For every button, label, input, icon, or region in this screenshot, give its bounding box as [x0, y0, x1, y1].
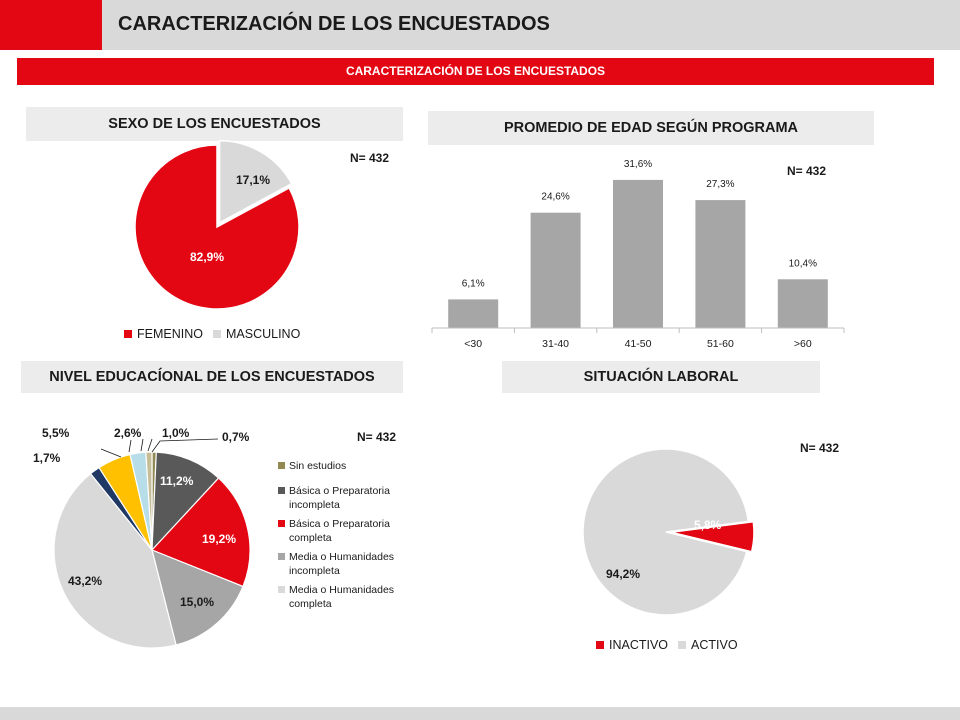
- legend-swatch: [278, 462, 285, 469]
- bar: [613, 179, 663, 328]
- legend-swatch: [278, 520, 285, 527]
- header-accent: [0, 0, 102, 50]
- bar: [530, 212, 581, 328]
- legend-swatch: [278, 586, 285, 593]
- legend-swatch: [596, 641, 604, 649]
- pie-slice-inactivo: [670, 520, 755, 553]
- legend-item-media-completa: Media o Humanidades completa: [278, 583, 418, 611]
- slice-label-inactivo: 5,8%: [694, 518, 722, 532]
- bar: [695, 200, 746, 328]
- header-bar: [0, 0, 960, 50]
- legend-label: MASCULINO: [225, 327, 301, 341]
- pie-slice: [151, 451, 220, 552]
- x-tick-label: 51-60: [707, 338, 734, 350]
- education-legend: Sin estudios Básica o Preparatoria incom…: [278, 459, 418, 616]
- leader-line: [151, 438, 219, 453]
- pie-slice: [151, 549, 244, 646]
- legend-item-inactivo: INACTIVO: [596, 638, 668, 652]
- pie-slice: [145, 451, 153, 551]
- x-tick-label: <30: [464, 338, 482, 350]
- age-bar-chart: 6,1% 24,6% 31,6% 27,3% 10,4% <30 31-40 41-50 51…: [431, 159, 845, 350]
- employment-n-label: N= 432: [800, 441, 840, 455]
- slice-label-masculino: 17,1%: [236, 173, 270, 187]
- bar-value-label: 10,4%: [789, 258, 817, 269]
- legend-swatch: [124, 330, 132, 338]
- sex-pie-chart: 82,9% 17,1%: [134, 139, 300, 310]
- legend-label: INACTIVO: [609, 638, 669, 652]
- legend-label: FEMENINO: [137, 327, 203, 341]
- slice-label: 1,0%: [162, 426, 190, 440]
- sex-chart-title: SEXO DE LOS ENCUESTADOS: [26, 107, 403, 141]
- legend-swatch: [212, 330, 221, 338]
- legend-label: Básica o Preparatoria completa: [289, 518, 390, 544]
- slice-label-activo: 94,2%: [606, 567, 640, 581]
- legend-label: Sin estudios: [289, 460, 347, 472]
- sex-n-label: N= 432: [350, 151, 390, 165]
- slice-label: 15,0%: [180, 595, 214, 609]
- x-tick-label: >60: [794, 338, 812, 350]
- education-chart-title: NIVEL EDUCACÍONAL DE LOS ENCUESTADOS: [21, 361, 403, 393]
- legend-item-basica-incompleta: Básica o Preparatoria incompleta: [278, 484, 418, 512]
- education-pie-chart: 11,2% 19,2% 15,0% 43,2% 1,7% 5,5% 2,6% 1…: [33, 426, 251, 649]
- bar-value-label: 27,3%: [706, 179, 734, 190]
- footer-bar: [0, 707, 960, 720]
- page-title: CARACTERIZACIÓN DE LOS ENCUESTADOS: [118, 13, 550, 35]
- bar: [777, 279, 828, 328]
- section-banner: CARACTERIZACIÓN DE LOS ENCUESTADOS: [17, 58, 934, 85]
- leader-line: [128, 439, 132, 453]
- age-chart-title: PROMEDIO DE EDAD SEGÚN PROGRAMA: [428, 111, 874, 145]
- bar-value-label: 24,6%: [541, 192, 569, 203]
- legend-swatch: [678, 641, 687, 649]
- pie-slice: [53, 472, 177, 649]
- leader-line: [140, 438, 144, 452]
- sex-legend: FEMENINO MASCULINO: [124, 327, 310, 341]
- leader-line: [100, 448, 122, 458]
- pie-slice-femenino: [134, 144, 300, 310]
- slice-label: 1,7%: [33, 451, 61, 465]
- slice-label: 5,5%: [42, 426, 70, 440]
- x-tick-label: 31-40: [542, 338, 569, 350]
- employment-chart-title: SITUACIÓN LABORAL: [502, 361, 820, 393]
- legend-item-sin-estudios: Sin estudios: [278, 459, 418, 473]
- legend-item-femenino: FEMENINO: [124, 327, 203, 341]
- education-n-label: N= 432: [357, 430, 397, 444]
- employment-pie-chart: 5,8% 94,2%: [582, 448, 755, 616]
- slice-label-femenino: 82,9%: [190, 250, 224, 264]
- pie-slice-masculino: [218, 139, 293, 224]
- legend-item-activo: ACTIVO: [678, 638, 738, 652]
- legend-label: Media o Humanidades incompleta: [289, 551, 395, 577]
- slice-label: 11,2%: [160, 474, 194, 488]
- x-tick-label: 41-50: [625, 338, 652, 350]
- legend-label: Básica o Preparatoria incompleta: [289, 485, 390, 511]
- legend-swatch: [278, 487, 285, 494]
- leader-line: [147, 438, 153, 452]
- age-n-label: N= 432: [787, 164, 827, 178]
- pie-slice-activo: [582, 448, 750, 616]
- legend-swatch: [278, 553, 285, 560]
- legend-label: Media o Humanidades completa: [289, 584, 395, 610]
- bar-value-label: 31,6%: [624, 159, 652, 170]
- slice-label: 43,2%: [68, 574, 102, 588]
- legend-item-media-incompleta: Media o Humanidades incompleta: [278, 550, 418, 578]
- legend-item-masculino: MASCULINO: [212, 327, 301, 341]
- legend-item-basica-completa: Básica o Preparatoria completa: [278, 517, 418, 545]
- bar-value-label: 6,1%: [462, 278, 485, 289]
- legend-label: ACTIVO: [691, 638, 738, 652]
- bar: [448, 299, 499, 328]
- slice-label: 19,2%: [202, 532, 236, 546]
- slice-label: 2,6%: [114, 426, 142, 440]
- employment-legend: INACTIVO ACTIVO: [596, 638, 748, 652]
- slice-label: 0,7%: [222, 430, 250, 444]
